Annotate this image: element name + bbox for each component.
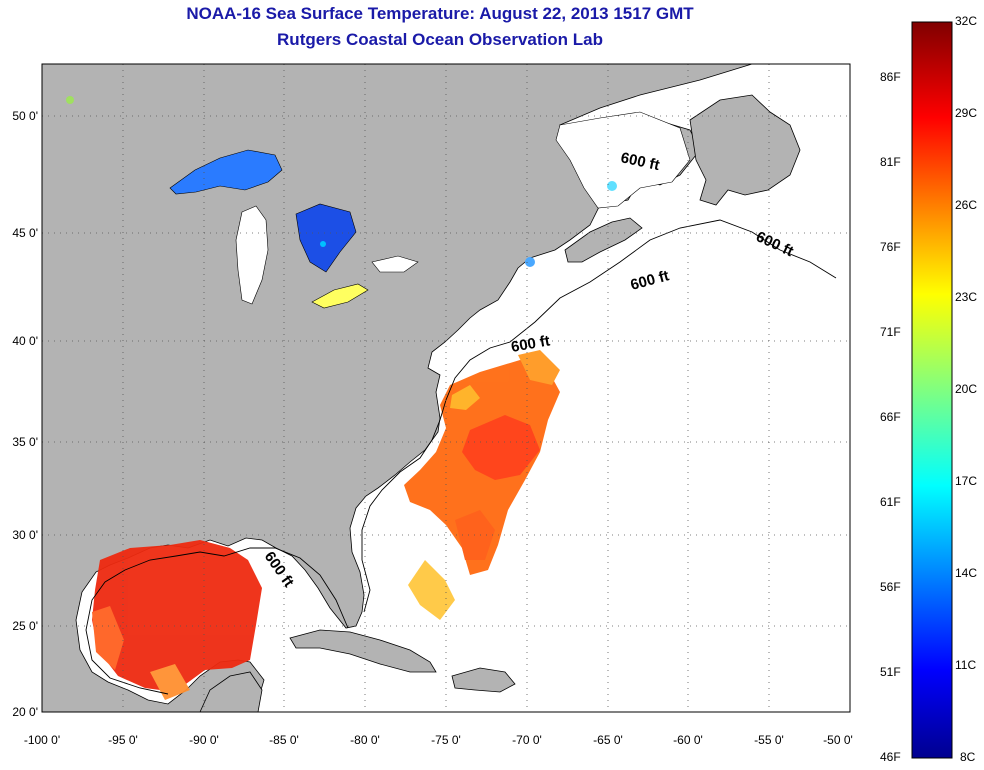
- colorbar-label-f: 76F: [880, 240, 901, 254]
- isobath-label: 600 ft: [510, 332, 552, 356]
- lake-huron: [295, 203, 357, 273]
- sst-lake-nipigon: [66, 96, 74, 104]
- colorbar-label-c: 20C: [955, 382, 978, 396]
- lon-tick: -80 0': [350, 733, 380, 747]
- lake-erie: [311, 283, 369, 309]
- colorbar-label-c: 8C: [960, 750, 976, 764]
- gulf-st-lawrence: [555, 111, 691, 209]
- colorbar-label-f: 51F: [880, 665, 901, 679]
- lon-tick: -90 0': [189, 733, 219, 747]
- lake-ontario: [371, 255, 419, 273]
- colorbar-label-c: 11C: [955, 658, 977, 672]
- colorbar-label-f: 46F: [880, 750, 901, 764]
- lat-tick: 40 0': [12, 334, 38, 348]
- colorbar-label-f: 56F: [880, 580, 901, 594]
- lon-tick: -75 0': [431, 733, 461, 747]
- sst-gulf-of-maine: [525, 257, 535, 267]
- lat-tick: 35 0': [12, 435, 38, 449]
- map-subtitle: Rutgers Coastal Ocean Observation Lab: [277, 30, 603, 49]
- lat-tick: 25 0': [12, 619, 38, 633]
- sst-atlantic: [404, 350, 560, 620]
- lon-tick: -100 0': [24, 733, 60, 747]
- map-grid: [42, 64, 850, 712]
- colorbar: [911, 21, 953, 759]
- lon-tick-labels: -100 0' -95 0' -90 0' -85 0' -80 0' -75 …: [24, 733, 853, 747]
- lon-tick: -70 0': [512, 733, 542, 747]
- lon-tick: -65 0': [593, 733, 623, 747]
- lon-tick: -60 0': [673, 733, 703, 747]
- sst-cabot-strait: [607, 181, 617, 191]
- lat-tick-labels: 20 0' 25 0' 30 0' 35 0' 40 0' 45 0' 50 0…: [12, 109, 38, 719]
- lon-tick: -55 0': [754, 733, 784, 747]
- lat-tick: 45 0': [12, 226, 38, 240]
- isobath-600ft-line: [85, 219, 837, 695]
- map-frame: [41, 63, 851, 713]
- lon-tick: -50 0': [823, 733, 853, 747]
- colorbar-label-c: 26C: [955, 198, 978, 212]
- colorbar-label-c: 17C: [955, 474, 978, 488]
- land-nova-scotia: [564, 217, 643, 263]
- lat-tick: 30 0': [12, 528, 38, 542]
- colorbar-label-f: 61F: [880, 495, 901, 509]
- lon-tick: -85 0': [269, 733, 299, 747]
- colorbar-label-f: 71F: [880, 325, 901, 339]
- colorbar-label-c: 23C: [955, 290, 978, 304]
- map-title: NOAA-16 Sea Surface Temperature: August …: [186, 4, 694, 23]
- lon-tick: -95 0': [108, 733, 138, 747]
- land-hispaniola: [451, 667, 516, 693]
- land-cuba: [289, 629, 437, 673]
- sst-gulf-mexico: [92, 540, 262, 700]
- colorbar-label-f: 81F: [880, 155, 901, 169]
- sst-georgian-bay: [320, 241, 326, 247]
- lat-tick: 50 0': [12, 109, 38, 123]
- colorbar-label-c: 14C: [955, 566, 978, 580]
- land-newfoundland: [689, 94, 801, 206]
- colorbar-label-f: 66F: [880, 410, 901, 424]
- lake-superior: [169, 149, 283, 195]
- lat-tick: 20 0': [12, 705, 38, 719]
- colorbar-label-f: 86F: [880, 70, 901, 84]
- land-yucatan: [199, 671, 263, 712]
- colorbar-label-c: 29C: [955, 106, 978, 120]
- colorbar-label-c: 32C: [955, 14, 978, 28]
- lake-michigan: [235, 205, 269, 305]
